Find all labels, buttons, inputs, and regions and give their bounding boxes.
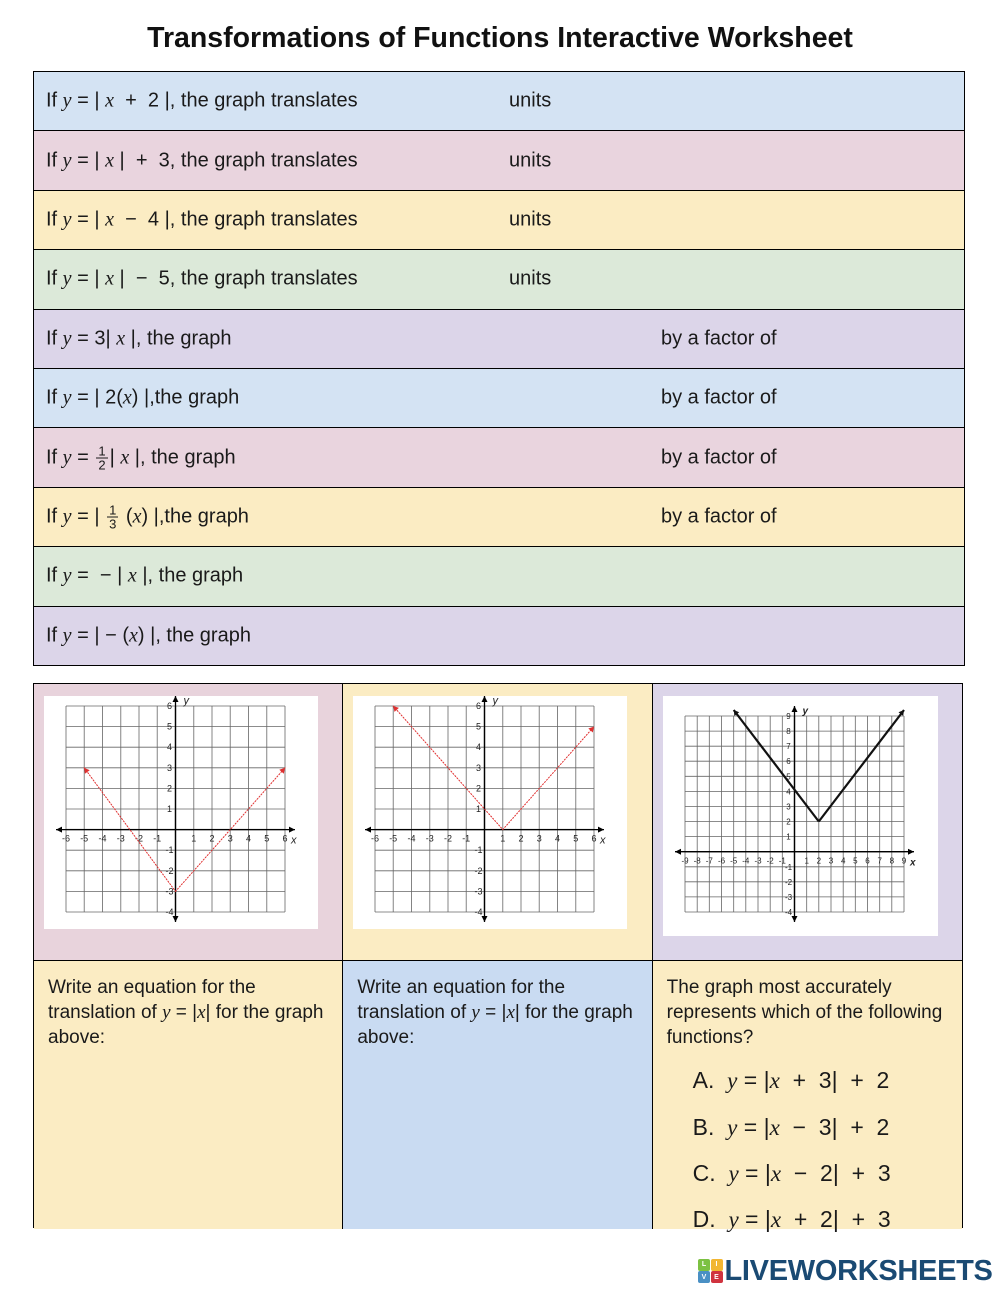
svg-text:1: 1 [167,804,172,814]
svg-text:4: 4 [476,742,481,752]
svg-text:-3: -3 [426,834,434,844]
svg-text:6: 6 [282,834,287,844]
svg-text:-5: -5 [80,834,88,844]
svg-text:2: 2 [167,783,172,793]
svg-text:4: 4 [246,834,251,844]
svg-text:4: 4 [555,834,560,844]
svg-text:3: 3 [476,763,481,773]
svg-text:9: 9 [786,712,791,721]
svg-text:-4: -4 [408,834,416,844]
svg-text:-5: -5 [730,857,738,866]
svg-text:7: 7 [786,742,791,751]
svg-text:-8: -8 [693,857,701,866]
svg-text:6: 6 [167,701,172,711]
svg-text:-3: -3 [475,886,483,896]
svg-text:y: y [183,696,191,707]
svg-text:2: 2 [816,857,821,866]
svg-text:5: 5 [264,834,269,844]
svg-text:-1: -1 [785,863,793,872]
svg-text:-4: -4 [742,857,750,866]
svg-text:5: 5 [574,834,579,844]
svg-text:8: 8 [889,857,894,866]
svg-text:-3: -3 [785,893,793,902]
svg-text:y: y [492,696,500,707]
svg-text:6: 6 [865,857,870,866]
svg-text:-6: -6 [718,857,726,866]
svg-text:4: 4 [841,857,846,866]
svg-text:-6: -6 [62,834,70,844]
svg-text:-5: -5 [390,834,398,844]
svg-text:5: 5 [167,722,172,732]
svg-text:6: 6 [476,701,481,711]
svg-text:-4: -4 [165,907,173,917]
svg-text:x: x [290,835,297,847]
svg-text:6: 6 [786,757,791,766]
svg-text:2: 2 [209,834,214,844]
svg-text:-2: -2 [475,866,483,876]
svg-text:-4: -4 [475,907,483,917]
svg-text:-1: -1 [165,845,173,855]
svg-text:6: 6 [592,834,597,844]
svg-text:-6: -6 [371,834,379,844]
svg-text:2: 2 [786,818,791,827]
svg-text:y: y [801,706,808,717]
svg-text:5: 5 [853,857,858,866]
svg-text:-1: -1 [153,834,161,844]
svg-text:3: 3 [828,857,833,866]
svg-text:x: x [909,858,916,869]
svg-text:3: 3 [167,763,172,773]
svg-text:3: 3 [786,803,791,812]
svg-text:-9: -9 [681,857,689,866]
svg-text:-4: -4 [98,834,106,844]
svg-text:4: 4 [167,742,172,752]
svg-text:7: 7 [877,857,882,866]
svg-text:1: 1 [786,833,791,842]
svg-text:-3: -3 [754,857,762,866]
svg-text:2: 2 [519,834,524,844]
svg-text:-3: -3 [165,886,173,896]
svg-text:-3: -3 [117,834,125,844]
svg-text:-2: -2 [785,878,793,887]
svg-text:3: 3 [228,834,233,844]
svg-text:-7: -7 [705,857,713,866]
svg-text:-1: -1 [475,845,483,855]
svg-text:-2: -2 [766,857,774,866]
svg-text:x: x [599,835,606,847]
svg-text:1: 1 [191,834,196,844]
svg-text:-2: -2 [444,834,452,844]
svg-text:1: 1 [804,857,809,866]
svg-text:1: 1 [476,804,481,814]
svg-text:9: 9 [901,857,906,866]
svg-text:2: 2 [476,783,481,793]
svg-text:8: 8 [786,727,791,736]
svg-text:1: 1 [501,834,506,844]
svg-text:-1: -1 [463,834,471,844]
svg-text:3: 3 [537,834,542,844]
svg-text:5: 5 [476,722,481,732]
svg-text:-2: -2 [165,866,173,876]
svg-text:-4: -4 [785,908,793,917]
svg-text:4: 4 [786,787,791,796]
